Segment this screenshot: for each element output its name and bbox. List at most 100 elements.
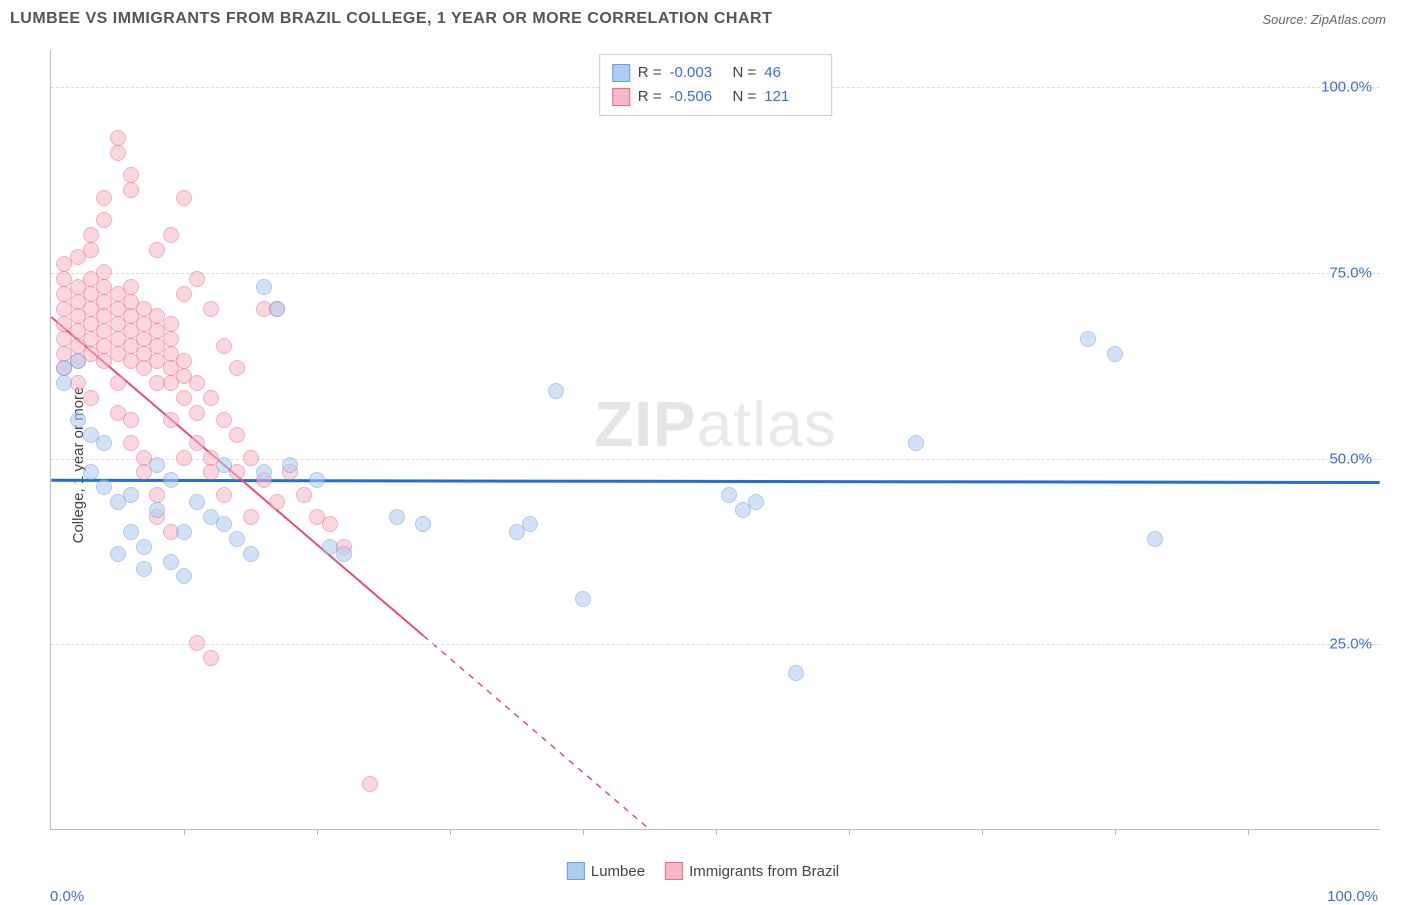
scatter-point xyxy=(176,190,192,206)
scatter-point xyxy=(256,279,272,295)
scatter-point xyxy=(189,271,205,287)
scatter-point xyxy=(721,487,737,503)
x-tick-mark xyxy=(1115,829,1116,835)
scatter-point xyxy=(1080,331,1096,347)
swatch-series-1 xyxy=(612,88,630,106)
legend-swatch-1 xyxy=(665,862,683,880)
scatter-point xyxy=(908,435,924,451)
chart-container: College, 1 year or more ZIPatlas R = -0.… xyxy=(10,50,1396,880)
scatter-point xyxy=(189,494,205,510)
x-tick-mark xyxy=(1248,829,1249,835)
x-tick-mark xyxy=(583,829,584,835)
n-label: N = xyxy=(733,61,757,85)
y-tick-label: 25.0% xyxy=(1329,636,1372,653)
scatter-point xyxy=(243,546,259,562)
r-value-0: -0.003 xyxy=(670,61,725,85)
scatter-point xyxy=(243,509,259,525)
scatter-point xyxy=(163,412,179,428)
watermark: ZIPatlas xyxy=(594,387,837,461)
scatter-point xyxy=(110,546,126,562)
scatter-point xyxy=(269,301,285,317)
x-tick-mark xyxy=(450,829,451,835)
scatter-point xyxy=(282,457,298,473)
scatter-point xyxy=(70,412,86,428)
scatter-point xyxy=(176,353,192,369)
watermark-bold: ZIP xyxy=(594,388,697,460)
r-label: R = xyxy=(638,85,662,109)
scatter-point xyxy=(1107,346,1123,362)
scatter-point xyxy=(136,539,152,555)
scatter-point xyxy=(123,435,139,451)
scatter-point xyxy=(548,383,564,399)
scatter-point xyxy=(110,145,126,161)
scatter-point xyxy=(149,487,165,503)
scatter-point xyxy=(123,487,139,503)
scatter-point xyxy=(189,405,205,421)
scatter-point xyxy=(176,450,192,466)
scatter-point xyxy=(96,479,112,495)
y-tick-label: 50.0% xyxy=(1329,450,1372,467)
x-tick-mark xyxy=(317,829,318,835)
scatter-point xyxy=(748,494,764,510)
legend-swatch-0 xyxy=(567,862,585,880)
scatter-point xyxy=(243,450,259,466)
scatter-point xyxy=(96,264,112,280)
header: LUMBEE VS IMMIGRANTS FROM BRAZIL COLLEGE… xyxy=(0,0,1406,28)
swatch-series-0 xyxy=(612,64,630,82)
scatter-point xyxy=(96,190,112,206)
scatter-point xyxy=(83,390,99,406)
chart-title: LUMBEE VS IMMIGRANTS FROM BRAZIL COLLEGE… xyxy=(10,10,772,28)
scatter-point xyxy=(189,435,205,451)
stats-row-0: R = -0.003 N = 46 xyxy=(612,61,820,85)
x-axis-end: 100.0% xyxy=(1327,888,1378,905)
y-tick-label: 75.0% xyxy=(1329,264,1372,281)
scatter-point xyxy=(203,650,219,666)
scatter-point xyxy=(163,554,179,570)
scatter-point xyxy=(123,279,139,295)
scatter-point xyxy=(176,568,192,584)
scatter-point xyxy=(163,316,179,332)
scatter-point xyxy=(176,286,192,302)
scatter-point xyxy=(389,509,405,525)
scatter-point xyxy=(149,502,165,518)
n-value-0: 46 xyxy=(764,61,819,85)
scatter-point xyxy=(229,427,245,443)
stats-row-1: R = -0.506 N = 121 xyxy=(612,85,820,109)
scatter-point xyxy=(203,390,219,406)
scatter-point xyxy=(110,130,126,146)
gridline xyxy=(51,644,1380,645)
scatter-point xyxy=(415,516,431,532)
scatter-point xyxy=(136,561,152,577)
scatter-point xyxy=(83,242,99,258)
regression-line-dashed xyxy=(423,636,649,829)
series-legend: Lumbee Immigrants from Brazil xyxy=(567,862,839,880)
scatter-point xyxy=(216,338,232,354)
scatter-point xyxy=(256,464,272,480)
scatter-point xyxy=(176,524,192,540)
plot-area: ZIPatlas R = -0.003 N = 46 R = -0.506 N … xyxy=(50,50,1380,830)
stats-legend: R = -0.003 N = 46 R = -0.506 N = 121 xyxy=(599,54,833,116)
gridline xyxy=(51,273,1380,274)
scatter-point xyxy=(123,412,139,428)
scatter-point xyxy=(788,665,804,681)
r-label: R = xyxy=(638,61,662,85)
n-label: N = xyxy=(733,85,757,109)
scatter-point xyxy=(163,331,179,347)
scatter-point xyxy=(149,242,165,258)
scatter-point xyxy=(1147,531,1163,547)
x-tick-mark xyxy=(849,829,850,835)
scatter-point xyxy=(189,635,205,651)
legend-item-0: Lumbee xyxy=(567,862,645,880)
scatter-point xyxy=(269,494,285,510)
scatter-point xyxy=(216,412,232,428)
x-tick-mark xyxy=(716,829,717,835)
legend-label-1: Immigrants from Brazil xyxy=(689,863,839,880)
scatter-point xyxy=(83,227,99,243)
regression-lines xyxy=(51,50,1380,829)
x-tick-mark xyxy=(982,829,983,835)
scatter-point xyxy=(96,212,112,228)
scatter-point xyxy=(56,375,72,391)
scatter-point xyxy=(110,375,126,391)
scatter-point xyxy=(216,457,232,473)
scatter-point xyxy=(336,546,352,562)
